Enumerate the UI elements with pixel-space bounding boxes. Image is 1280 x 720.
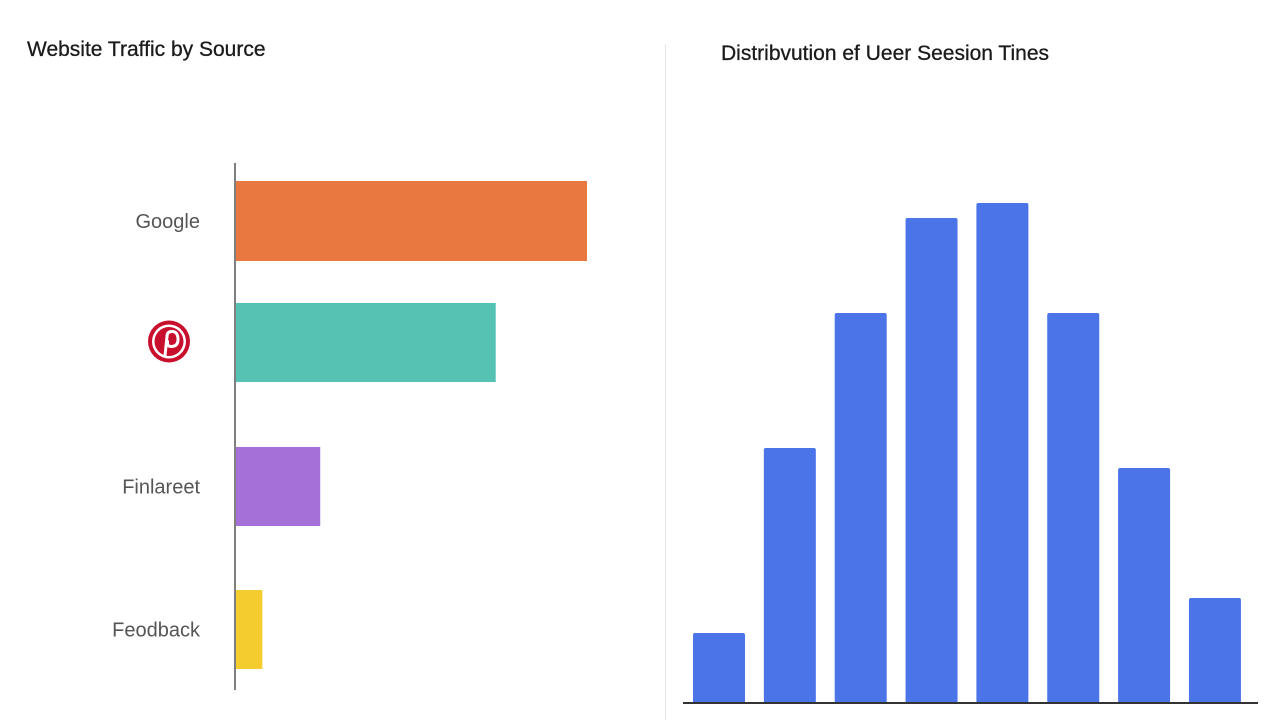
histogram-bar bbox=[834, 313, 887, 703]
histogram-bar bbox=[1188, 598, 1241, 703]
traffic-chart-title: Website Traffic by Source bbox=[27, 38, 266, 61]
session-chart-title: Distribvution ef Ueer Seesion Tines bbox=[721, 42, 1049, 65]
histogram-bar bbox=[693, 633, 745, 703]
traffic-source-panel: Website Traffic by Source Google Finlaree… bbox=[27, 38, 587, 690]
pinterest-logo-icon bbox=[148, 320, 190, 363]
traffic-bar bbox=[236, 590, 263, 669]
histogram-bar bbox=[976, 203, 1029, 703]
traffic-category-label: Feodback bbox=[112, 620, 201, 642]
histogram-bar bbox=[1118, 468, 1171, 703]
traffic-bar-chart: Google Finlareet Feodback bbox=[112, 163, 587, 690]
traffic-bar bbox=[236, 181, 587, 261]
panel-divider bbox=[665, 44, 666, 720]
histogram-bar bbox=[905, 218, 958, 703]
histogram-bar bbox=[763, 448, 816, 703]
traffic-category-label: Google bbox=[136, 211, 201, 233]
session-times-panel: Distribvution ef Ueer Seesion Tines bbox=[666, 0, 1280, 720]
histogram-bar bbox=[1047, 313, 1100, 703]
traffic-bar bbox=[236, 447, 321, 526]
traffic-category-label: Finlareet bbox=[122, 477, 200, 499]
session-histogram bbox=[683, 203, 1258, 704]
traffic-bar bbox=[236, 303, 496, 382]
